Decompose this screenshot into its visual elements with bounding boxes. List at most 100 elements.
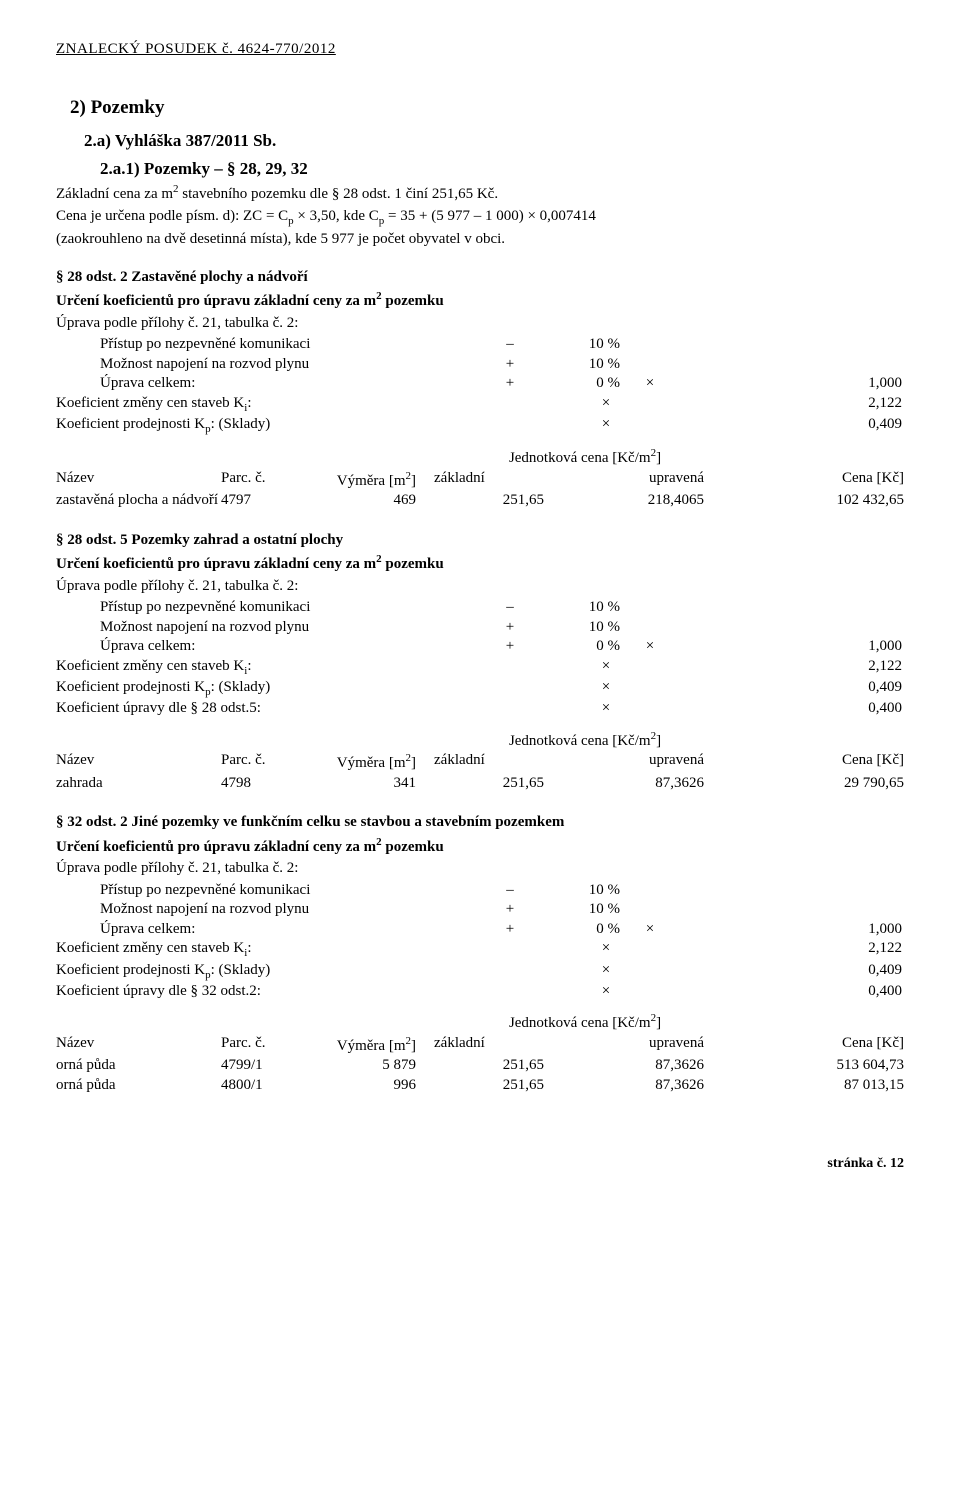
s28-2-kp: Koeficient prodejnosti Kp: (Sklady) × 0,… <box>56 415 904 436</box>
s28-2-koef-b: pozemku <box>382 293 444 309</box>
mul: × <box>620 374 680 394</box>
label: Přístup po nezpevněné komunikaci <box>56 881 480 901</box>
s28-5-kp: Koeficient prodejnosti Kp: (Sklady) × 0,… <box>56 678 904 699</box>
s28-5-row-plyn: Možnost napojení na rozvod plynu + 10 % <box>56 618 904 638</box>
table-header: Název Parc. č. Výměra [m2] základní upra… <box>56 1034 904 1057</box>
val: 1,000 <box>680 637 904 657</box>
t: Koeficient změny cen staveb K <box>56 940 244 956</box>
pct: 10 % <box>540 618 620 638</box>
jc-text: Jednotková cena [Kč/m2] <box>416 1011 754 1034</box>
table-row: orná půda 4800/1 996 251,65 87,3626 87 0… <box>56 1076 904 1096</box>
cell-name: zastavěná plocha a nádvoří <box>56 491 221 511</box>
heading-pozemky: 2) Pozemky <box>70 96 904 121</box>
note: : (Sklady) <box>211 962 271 978</box>
val: 2,122 <box>636 394 904 415</box>
heading-vyhlaska: 2.a) Vyhláška 387/2011 Sb. <box>84 130 904 152</box>
jc-text: Jednotková cena [Kč/m2] <box>416 446 754 469</box>
note: : (Sklady) <box>211 679 271 695</box>
table-header: Název Parc. č. Výměra [m2] základní upra… <box>56 469 904 492</box>
s28-2-ki: Koeficient změny cen staveb Ki: × 2,122 <box>56 394 904 415</box>
cell-vym: 5 879 <box>301 1056 416 1076</box>
t: Koeficient prodejnosti K <box>56 416 205 432</box>
mul: × <box>576 657 636 678</box>
s28-2-uprava: Úprava podle přílohy č. 21, tabulka č. 2… <box>56 314 904 334</box>
s28-2-row-plyn: Možnost napojení na rozvod plynu + 10 % <box>56 355 904 375</box>
t: Koeficient prodejnosti K <box>56 679 205 695</box>
s32-2-row-pristup: Přístup po nezpevněné komunikaci – 10 % <box>56 881 904 901</box>
s32-2-row-plyn: Možnost napojení na rozvod plynu + 10 % <box>56 900 904 920</box>
s32-2-row-sum: Úprava celkem: + 0 % × 1,000 <box>56 920 904 940</box>
label: Přístup po nezpevněné komunikaci <box>56 598 480 618</box>
b: ] <box>656 1015 661 1031</box>
s32-2-ki: Koeficient změny cen staveb Ki: × 2,122 <box>56 939 904 960</box>
label: Úprava celkem: <box>56 374 480 394</box>
mul: × <box>620 637 680 657</box>
s28-5-row-pristup: Přístup po nezpevněné komunikaci – 10 % <box>56 598 904 618</box>
sign: + <box>480 920 540 940</box>
page-footer: stránka č. 12 <box>56 1155 904 1173</box>
cell-cena: 29 790,65 <box>704 774 904 794</box>
th-upravena: upravená <box>544 751 704 774</box>
s28-2-koef-title: Určení koeficientů pro úpravu základní c… <box>56 289 904 312</box>
heading-paragraphs: 2.a.1) Pozemky – § 28, 29, 32 <box>100 158 904 180</box>
cell-zakl: 251,65 <box>416 774 544 794</box>
b: pozemku <box>382 556 444 572</box>
th-parc: Parc. č. <box>221 1034 301 1057</box>
mul: × <box>576 394 636 415</box>
val: 1,000 <box>680 920 904 940</box>
s28-5-row-sum: Úprava celkem: + 0 % × 1,000 <box>56 637 904 657</box>
val: 0,409 <box>636 415 904 436</box>
mul: × <box>576 678 636 699</box>
a: Výměra [m <box>337 473 406 489</box>
cell-parc: 4800/1 <box>221 1076 301 1096</box>
sign: – <box>480 335 540 355</box>
table-header: Název Parc. č. Výměra [m2] základní upra… <box>56 751 904 774</box>
a: Určení koeficientů pro úpravu základní c… <box>56 839 376 855</box>
label: Koeficient úpravy dle § 28 odst.5: <box>56 699 496 719</box>
val: 0,409 <box>636 961 904 982</box>
label: Úprava celkem: <box>56 637 480 657</box>
val: 0,409 <box>636 678 904 699</box>
label: Koeficient prodejnosti Kp: (Sklady) <box>56 961 496 982</box>
cell-parc: 4799/1 <box>221 1056 301 1076</box>
intro-line2-b: × 3,50, kde C <box>294 208 379 224</box>
note: : <box>247 395 251 411</box>
th-parc: Parc. č. <box>221 751 301 774</box>
sign: + <box>480 900 540 920</box>
footer-text: stránka č. 12 <box>827 1156 904 1171</box>
intro-line1: Základní cena za m2 stavebního pozemku d… <box>56 182 904 205</box>
label: Koeficient změny cen staveb Ki: <box>56 939 496 960</box>
s28-2-jc: Jednotková cena [Kč/m2] <box>56 446 904 469</box>
pct: 10 % <box>540 900 620 920</box>
th-cena: Cena [Kč] <box>704 1034 904 1057</box>
th-zakladni: základní <box>416 1034 544 1057</box>
a: Jednotková cena [Kč/m <box>509 450 651 466</box>
sign: + <box>480 637 540 657</box>
intro-line2: Cena je určena podle písm. d): ZC = Cp ×… <box>56 207 904 228</box>
mul: × <box>576 415 636 436</box>
cell-cena: 102 432,65 <box>704 491 904 511</box>
cell-upr: 87,3626 <box>544 774 704 794</box>
cell-name: orná půda <box>56 1056 221 1076</box>
val: 2,122 <box>636 657 904 678</box>
t: Koeficient změny cen staveb K <box>56 395 244 411</box>
section-32-2: § 32 odst. 2 Jiné pozemky ve funkčním ce… <box>56 813 904 1095</box>
a: Určení koeficientů pro úpravu základní c… <box>56 556 376 572</box>
intro-line2-c: = 35 + (5 977 – 1 000) × 0,007414 <box>384 208 596 224</box>
th-cena: Cena [Kč] <box>704 469 904 492</box>
val: 0,400 <box>636 699 904 719</box>
cell-vym: 341 <box>301 774 416 794</box>
a: Jednotková cena [Kč/m <box>509 1015 651 1031</box>
label: Možnost napojení na rozvod plynu <box>56 618 480 638</box>
s32-2-title: § 32 odst. 2 Jiné pozemky ve funkčním ce… <box>56 813 904 833</box>
a: Jednotková cena [Kč/m <box>509 733 651 749</box>
mul: × <box>620 920 680 940</box>
th-zakladni: základní <box>416 751 544 774</box>
mul: × <box>576 982 636 1002</box>
label: Koeficient prodejnosti Kp: (Sklady) <box>56 415 496 436</box>
sign: – <box>480 881 540 901</box>
s32-2-jc: Jednotková cena [Kč/m2] <box>56 1011 904 1034</box>
pct: 0 % <box>540 920 620 940</box>
s32-2-koef-title: Určení koeficientů pro úpravu základní c… <box>56 835 904 858</box>
mul: × <box>576 699 636 719</box>
